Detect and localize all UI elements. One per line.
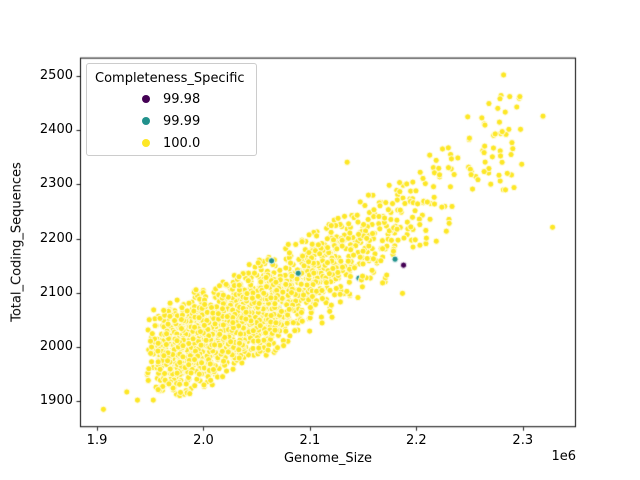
y-axis-label: Total_Coding_Sequences (9, 162, 25, 322)
x-tick-label: 2.2 (405, 433, 427, 448)
legend-swatch-icon (142, 95, 150, 103)
legend-item: 99.99 (95, 110, 248, 132)
legend-swatch-icon (142, 117, 150, 125)
x-tick-label: 2.3 (512, 433, 534, 448)
y-tick-label: 2400 (39, 122, 73, 138)
y-tick-label: 2500 (39, 68, 73, 84)
x-tick-label: 1.9 (86, 433, 108, 448)
x-axis-offset-label: 1e6 (551, 449, 576, 464)
legend-swatch-icon (142, 139, 150, 147)
y-tick-label: 2000 (39, 338, 73, 354)
legend: Completeness_Specific 99.98 99.99 100.0 (86, 63, 257, 156)
y-tick-label: 2100 (39, 284, 73, 300)
legend-item-label: 99.98 (163, 91, 201, 107)
y-tick-label: 2200 (39, 230, 73, 246)
legend-item-label: 99.99 (163, 113, 201, 129)
x-tick-label: 2.1 (299, 433, 321, 448)
legend-items: 99.98 99.99 100.0 (95, 88, 248, 154)
y-tick-label: 1900 (39, 393, 73, 409)
x-axis-label: Genome_Size (283, 451, 373, 466)
y-tick-label: 2300 (39, 176, 73, 192)
legend-item: 100.0 (95, 132, 248, 154)
legend-item: 99.98 (95, 88, 248, 110)
legend-title: Completeness_Specific (95, 71, 245, 86)
legend-item-label: 100.0 (163, 135, 201, 151)
x-tick-label: 2.0 (193, 433, 214, 448)
